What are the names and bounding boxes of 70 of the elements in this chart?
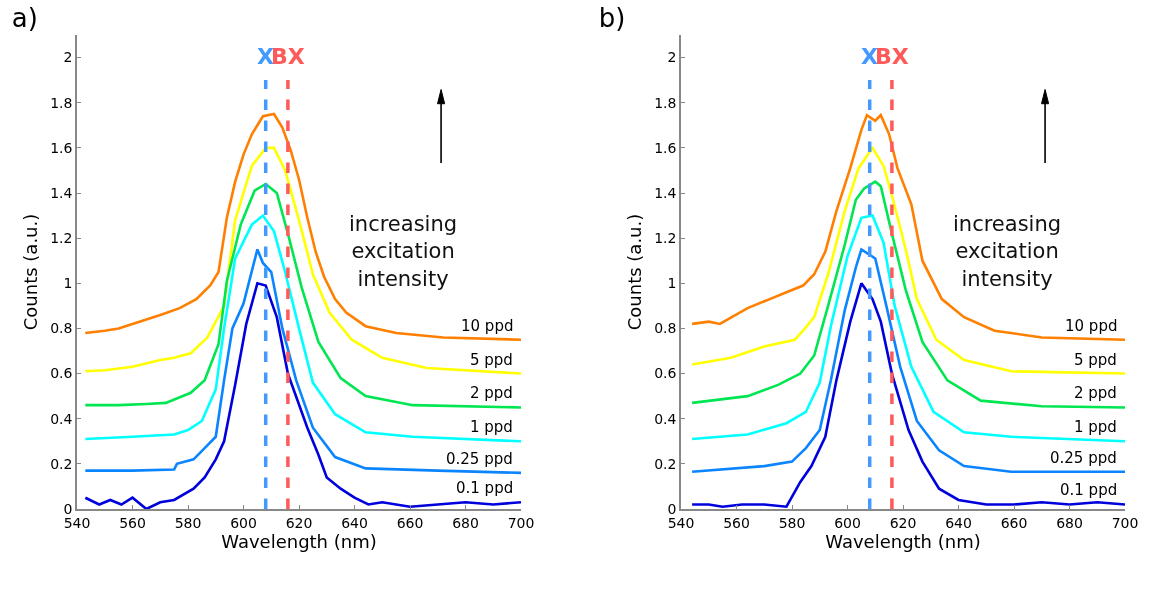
x-tick-label: 640 — [341, 514, 368, 531]
line-series — [690, 146, 1125, 375]
x-tick-label: 620 — [285, 514, 313, 531]
x-tick-label: 620 — [889, 514, 917, 531]
series-label: 0.1 ppd — [1060, 481, 1118, 499]
y-tick-label: 0 — [63, 500, 73, 517]
series-label: 0.1 ppd — [456, 479, 514, 497]
y-tick-label: 1.6 — [654, 139, 677, 156]
y-axis-title: Counts (a.u.) — [19, 213, 41, 331]
ref-line-label: X — [257, 44, 274, 69]
x-tick-label: 600 — [230, 514, 257, 531]
y-tick-label: 2 — [667, 49, 677, 66]
y-tick-label: 0.6 — [654, 365, 677, 382]
line-series — [84, 182, 521, 409]
y-tick-label: 1.2 — [50, 230, 73, 247]
y-tick-label: 0.8 — [50, 320, 73, 337]
series-label: 2 ppd — [1074, 384, 1117, 402]
y-tick-label: 0.8 — [654, 320, 677, 337]
y-tick-label: 1.4 — [50, 184, 73, 201]
line-series — [690, 113, 1125, 342]
ref-line-label: X — [861, 44, 878, 69]
y-tick-label: 1 — [63, 275, 73, 292]
series-label: 5 ppd — [1074, 351, 1117, 369]
line-series — [690, 180, 1125, 409]
x-tick-label: 580 — [174, 514, 202, 531]
x-tick-label: 680 — [452, 514, 479, 531]
line-series — [690, 214, 1125, 443]
y-tick-label: 0.2 — [654, 455, 677, 472]
x-tick-label: 600 — [834, 514, 861, 531]
series-label: 10 ppd — [1065, 317, 1118, 335]
chart-title: a) — [11, 3, 38, 34]
x-tick-label: 540 — [63, 514, 91, 531]
y-tick-label: 2 — [63, 49, 73, 66]
y-tick-label: 1.2 — [654, 230, 677, 247]
line-series — [84, 214, 521, 443]
x-tick-label: 560 — [119, 514, 146, 531]
series-label: 0.25 ppd — [446, 450, 513, 468]
y-tick-label: 0.6 — [50, 365, 73, 382]
annotation: increasing excitation intensity — [349, 212, 458, 291]
series-label: 0.25 ppd — [1050, 449, 1117, 467]
y-tick-label: 1 — [667, 275, 677, 292]
chart-title: b) — [598, 3, 626, 34]
x-tick-label: 560 — [723, 514, 750, 531]
x-tick-label: 700 — [507, 514, 535, 531]
line-series — [84, 112, 521, 342]
y-tick-label: 1.8 — [50, 94, 73, 111]
y-tick-label: 0.4 — [654, 410, 677, 427]
series-label: 2 ppd — [470, 384, 513, 402]
x-tick-label: 660 — [396, 514, 424, 531]
x-tick-label: 580 — [778, 514, 806, 531]
series-label: 10 ppd — [461, 317, 514, 335]
annotation: increasing excitation intensity — [953, 212, 1062, 291]
x-axis-title: Wavelength (nm) — [221, 531, 377, 553]
y-tick-label: 1.4 — [654, 184, 677, 201]
x-tick-label: 640 — [945, 514, 972, 531]
y-tick-label: 0.2 — [50, 455, 73, 472]
x-tick-label: 700 — [1111, 514, 1139, 531]
y-axis-title: Counts (a.u.) — [623, 213, 645, 331]
x-axis-title: Wavelength (nm) — [825, 531, 981, 553]
line-series — [84, 146, 521, 375]
x-tick-label: 540 — [667, 514, 695, 531]
x-tick-label: 680 — [1056, 514, 1083, 531]
series-label: 5 ppd — [470, 351, 513, 369]
series-label: 1 ppd — [470, 418, 513, 436]
x-tick-label: 660 — [1000, 514, 1028, 531]
y-tick-label: 0 — [667, 500, 677, 517]
series-label: 1 ppd — [1074, 418, 1117, 436]
y-tick-label: 1.6 — [50, 139, 73, 156]
y-tick-label: 0.4 — [50, 410, 73, 427]
y-tick-label: 1.8 — [654, 94, 677, 111]
